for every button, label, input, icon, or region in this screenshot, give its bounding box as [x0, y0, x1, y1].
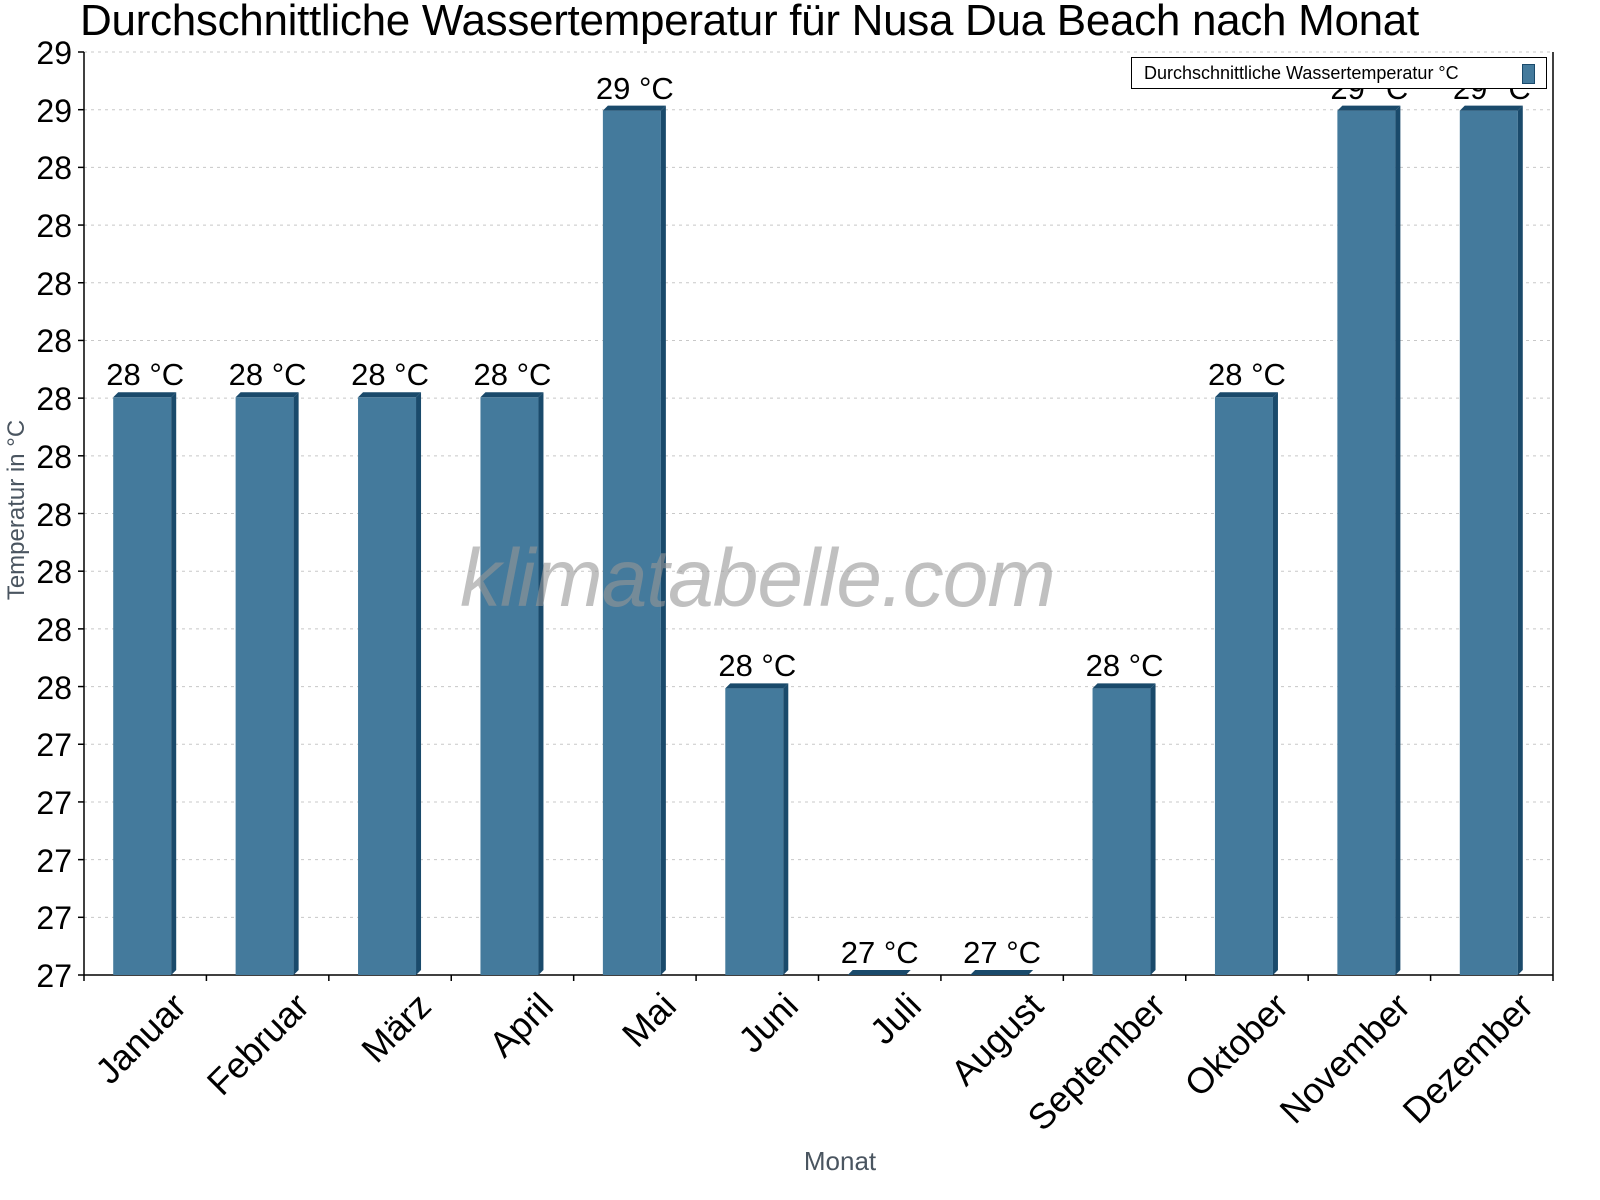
y-tick-label: 28 [36, 496, 72, 533]
bar-value-label: 28 °C [473, 357, 552, 393]
bar-value-label: 28 °C [1085, 648, 1164, 684]
bar [235, 392, 299, 976]
bar [725, 683, 789, 975]
y-tick-label: 27 [36, 900, 72, 937]
bar [847, 970, 911, 975]
y-tick-label: 28 [36, 150, 72, 187]
bar-value-label: 27 °C [840, 935, 919, 970]
bar-value-label: 29 °C [595, 70, 674, 106]
bar [1214, 392, 1278, 976]
bar-value-label: 28 °C [228, 357, 307, 393]
bar [970, 970, 1034, 975]
y-tick-label: 28 [36, 381, 72, 418]
bar-value-label: 28 °C [351, 357, 429, 393]
y-axis-title: Temperatur in °C [3, 419, 30, 601]
bar [602, 105, 666, 976]
y-tick-label: 28 [36, 669, 72, 706]
legend-swatch-icon [1522, 64, 1535, 84]
legend-label: Durchschnittliche Wassertemperatur °C [1144, 63, 1459, 83]
y-tick-label: 27 [36, 727, 72, 764]
y-tick-label: 29 [36, 92, 72, 129]
y-tick-label: 28 [36, 611, 72, 648]
legend: Durchschnittliche Wassertemperatur °C [1131, 57, 1547, 89]
bar [1459, 105, 1523, 976]
y-tick-label: 27 [36, 784, 72, 821]
y-tick-label: 28 [36, 323, 72, 360]
bar-value-label: 27 °C [963, 935, 1042, 970]
bar [480, 392, 544, 976]
y-tick-label: 28 [36, 265, 72, 302]
bar-value-label: 28 °C [1208, 357, 1286, 393]
y-tick-label: 28 [36, 208, 72, 245]
bar-value-label: 28 °C [106, 357, 185, 393]
x-axis-title: Monat [803, 1146, 877, 1176]
y-tick-label: 27 [36, 842, 72, 879]
chart-title: Durchschnittliche Wassertemperatur für N… [80, 0, 1419, 45]
y-tick-label: 27 [36, 958, 72, 994]
watermark: klimatabelle.com [460, 533, 1056, 624]
bar [358, 392, 422, 976]
bar [1337, 105, 1401, 976]
bar [113, 392, 177, 976]
y-tick-label: 28 [36, 438, 72, 475]
y-tick-label: 29 [36, 35, 72, 71]
bar [1092, 683, 1156, 975]
bar-value-label: 28 °C [718, 648, 797, 684]
y-tick-label: 28 [36, 554, 72, 591]
